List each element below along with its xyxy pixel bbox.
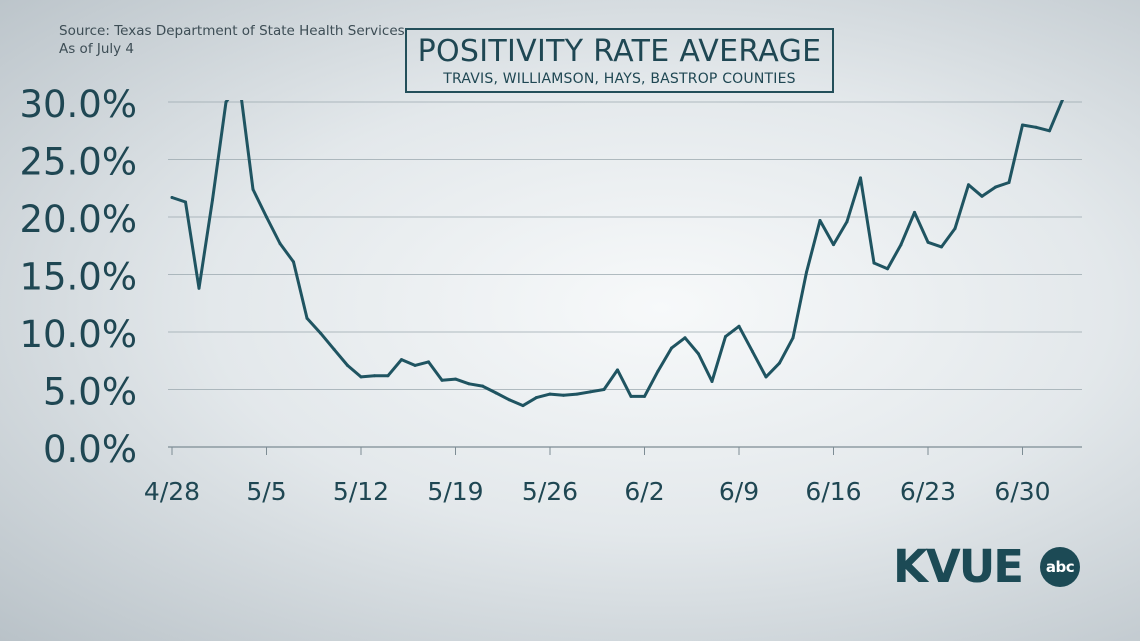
series-line [170,100,1065,408]
data-point [562,393,565,397]
data-point [508,398,511,402]
data-point [535,396,538,400]
y-tick-label: 15.0% [19,256,137,299]
y-axis-labels: 0.0% 5.0% 10.0% 15.0% 20.0% 25.0% 30.0% [19,83,137,471]
data-point [278,241,282,245]
x-tick-label: 6/30 [994,477,1050,506]
x-tick-label: 6/23 [900,477,956,506]
x-axis-labels: 4/28 5/5 5/12 5/19 5/26 6/2 6/9 6/16 6/23 6/30 [144,477,1051,506]
data-point [818,218,822,222]
data-point [953,227,957,230]
data-point [1048,129,1051,133]
chart-subtitle: TRAVIS, WILLIAMSON, HAYS, BASTROP COUNTI… [443,71,796,87]
y-tick-label: 30.0% [19,83,137,126]
y-tick-label: 10.0% [19,313,137,356]
data-point [400,358,403,362]
data-point [211,198,214,202]
data-point [872,261,876,265]
data-point [832,243,835,247]
data-point [575,392,579,396]
data-point [224,100,228,104]
x-tick-label: 6/2 [624,477,664,506]
data-point [494,391,498,395]
data-point [332,347,336,351]
data-point [589,390,592,394]
data-point [940,245,943,249]
data-point [643,394,646,398]
data-point [737,324,741,328]
data-point [292,260,295,264]
data-point [346,363,349,367]
data-point [521,404,525,408]
chart-title-box: POSITIVITY RATE AVERAGE TRAVIS, WILLIAMS… [405,28,834,93]
data-point [886,267,889,271]
data-point [305,316,309,320]
data-point [251,187,255,191]
abc-logo-badge: abc [1040,547,1080,587]
data-point [751,350,754,354]
data-point [1034,125,1038,129]
data-point [845,220,849,224]
data-point [859,176,862,180]
data-point [548,392,552,396]
y-tick-label: 0.0% [43,428,137,471]
data-point [440,378,444,382]
data-point [413,363,417,367]
data-point [805,270,808,274]
data-point [913,210,916,214]
x-tick-label: 5/12 [333,477,389,506]
data-point [265,215,268,219]
gridlines [168,101,1082,448]
data-point [359,375,363,379]
data-point [656,369,660,373]
data-point [238,82,241,85]
series-group [170,82,1065,408]
data-point [629,394,633,398]
y-tick-label: 5.0% [43,371,137,414]
data-point [710,379,714,383]
data-point [386,374,390,378]
data-point [1021,123,1024,127]
data-point [670,346,673,350]
x-tick-label: 6/9 [719,477,759,506]
data-point [373,374,376,378]
data-point [791,336,795,340]
data-point [481,384,484,388]
data-point [724,335,727,339]
data-point [764,375,768,379]
x-tick-label: 5/19 [427,477,483,506]
kvue-logo-text: KVUE [893,540,1024,593]
x-tick-label: 6/16 [805,477,861,506]
data-point [170,195,174,199]
data-point [467,382,471,386]
data-point [994,185,997,189]
data-point [697,352,700,356]
as-of-date: As of July 4 [59,41,135,57]
data-point [427,360,430,364]
x-tick-label: 5/5 [246,477,286,506]
data-point [1007,181,1011,184]
data-point [319,331,322,335]
data-point [967,183,970,187]
x-tick-label: 4/28 [144,477,200,506]
data-point [454,377,457,381]
data-point [197,286,201,290]
x-tick-label: 5/26 [522,477,578,506]
x-axis-ticks [171,447,1023,455]
data-point [926,240,930,244]
data-point [899,243,903,247]
data-point [980,194,984,198]
y-tick-label: 25.0% [19,141,137,184]
data-point [602,388,606,391]
chart-title: POSITIVITY RATE AVERAGE [417,34,822,69]
y-tick-label: 20.0% [19,198,137,241]
source-text: Source: Texas Department of State Health… [59,23,405,39]
data-point [184,200,187,204]
data-point [778,361,781,365]
data-point [616,368,619,372]
data-point [683,336,687,340]
data-point [1062,100,1064,101]
